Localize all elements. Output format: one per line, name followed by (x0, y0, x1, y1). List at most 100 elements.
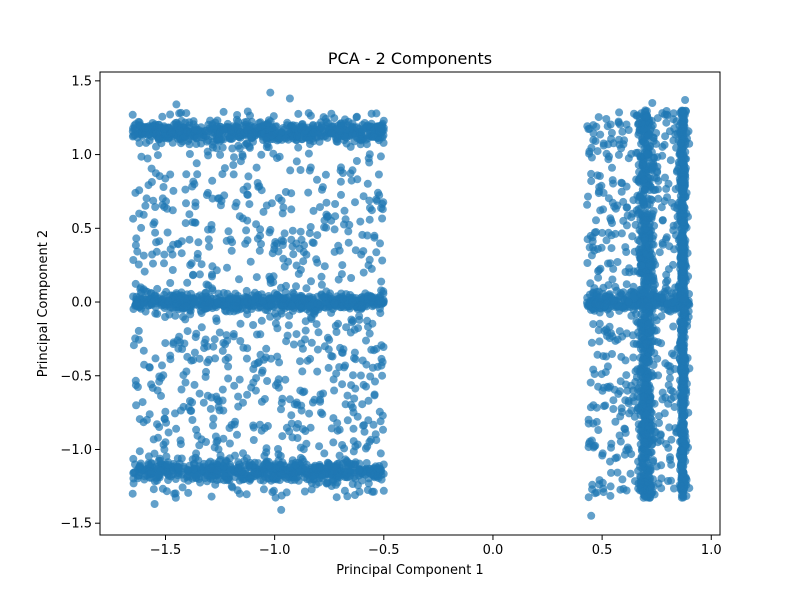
scatter-point (183, 278, 192, 287)
scatter-point (609, 179, 618, 188)
scatter-point (242, 490, 251, 499)
scatter-point (641, 339, 650, 348)
scatter-point (213, 298, 222, 307)
y-axis-ticks: −1.5−1.0−0.50.00.51.01.5 (60, 74, 100, 532)
scatter-point (356, 217, 365, 226)
scatter-point (172, 424, 181, 433)
scatter-point (662, 184, 671, 193)
scatter-point (181, 185, 190, 194)
x-tick-label: −0.5 (368, 543, 400, 558)
scatter-point (606, 457, 614, 466)
scatter-point (292, 282, 300, 291)
scatter-point (676, 465, 685, 474)
scatter-point (639, 393, 648, 402)
scatter-point (604, 194, 613, 203)
scatter-point (129, 341, 138, 350)
scatter-point (607, 128, 616, 137)
scatter-point (649, 158, 658, 167)
scatter-point (176, 440, 185, 449)
scatter-point (300, 241, 309, 250)
scatter-point (207, 492, 216, 501)
scatter-point (584, 415, 593, 424)
scatter-point (587, 511, 596, 520)
scatter-point (676, 335, 685, 344)
scatter-point (348, 298, 357, 307)
scatter-point (595, 476, 604, 485)
scatter-point (193, 170, 202, 179)
scatter-point (615, 108, 624, 117)
scatter-point (287, 205, 296, 214)
scatter-point (169, 186, 178, 195)
scatter-point (148, 250, 157, 259)
scatter-point (657, 339, 666, 348)
scatter-point (607, 244, 616, 253)
scatter-point (219, 434, 228, 443)
scatter-point (258, 366, 267, 375)
scatter-point (664, 399, 673, 408)
scatter-point (279, 294, 288, 303)
scatter-point (216, 150, 225, 159)
scatter-point (658, 388, 667, 397)
scatter-point (643, 447, 652, 455)
scatter-point (216, 451, 225, 460)
scatter-point (254, 123, 262, 132)
y-axis-title: Principal Component 2 (36, 230, 51, 377)
scatter-point (169, 338, 178, 347)
scatter-point (640, 186, 649, 195)
scatter-point (132, 292, 141, 301)
scatter-point (209, 421, 217, 430)
scatter-point (369, 132, 378, 141)
scatter-point (657, 203, 666, 212)
scatter-point (255, 246, 264, 255)
scatter-point (246, 257, 255, 266)
scatter-point (680, 217, 689, 226)
scatter-point (226, 126, 235, 135)
scatter-point (358, 356, 367, 365)
scatter-point (377, 361, 386, 370)
scatter-point (342, 323, 351, 332)
scatter-point (277, 128, 286, 137)
scatter-point (615, 327, 624, 336)
scatter-point (224, 227, 233, 236)
scatter-point (131, 376, 140, 385)
scatter-point (208, 270, 216, 279)
scatter-point (622, 371, 631, 380)
scatter-point (282, 281, 290, 290)
scatter-point (192, 329, 201, 338)
scatter-point (262, 353, 270, 362)
scatter-point (681, 288, 689, 297)
scatter-point (209, 342, 218, 351)
scatter-point (337, 190, 345, 199)
scatter-point (606, 259, 615, 268)
scatter-point (658, 294, 666, 303)
chart-title: PCA - 2 Components (328, 49, 492, 68)
scatter-point (337, 270, 346, 279)
scatter-point (302, 250, 311, 259)
scatter-point (662, 110, 671, 119)
scatter-point (588, 480, 597, 489)
scatter-point (679, 350, 688, 359)
scatter-point (587, 338, 596, 347)
scatter-point (598, 228, 607, 237)
scatter-point (183, 327, 192, 336)
scatter-point (649, 240, 658, 249)
scatter-point (150, 218, 159, 227)
scatter-point (604, 155, 613, 164)
scatter-point (189, 117, 198, 126)
scatter-point (617, 229, 626, 238)
scatter-point (648, 121, 657, 130)
scatter-point (171, 311, 180, 320)
scatter-point (149, 196, 158, 205)
scatter-point (643, 209, 652, 218)
scatter-point (236, 128, 245, 137)
scatter-point (682, 129, 691, 137)
scatter-point (616, 485, 625, 494)
scatter-point (243, 390, 252, 399)
scatter-point (327, 129, 336, 138)
scatter-point (377, 354, 386, 363)
scatter-point (589, 129, 598, 138)
scatter-point (677, 106, 686, 115)
scatter-point (267, 199, 276, 208)
scatter-point (679, 278, 688, 287)
scatter-point (166, 279, 175, 287)
